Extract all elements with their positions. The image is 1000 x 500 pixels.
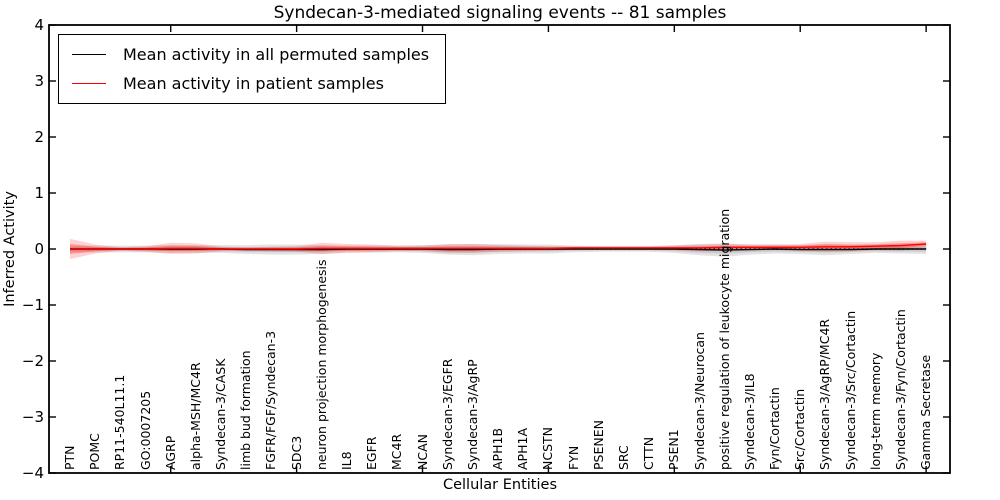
x-category-label: SDC3 [288,435,304,470]
x-category-label: GO:0007205 [137,390,153,470]
x-category-label: Syndecan-3/Neurocan [691,332,707,470]
x-category-label: Syndecan-3/Src/Cortactin [842,310,858,470]
x-category-label: long-term memory [867,352,883,470]
chart-title: Syndecan-3-mediated signaling events -- … [273,3,727,23]
legend-label-permuted: Mean activity in all permuted samples [123,45,430,64]
legend-line-swatch-black [72,54,106,55]
x-category-label: limb bud formation [238,350,254,470]
x-category-label: Syndecan-3/Fyn/Cortactin [892,309,908,470]
x-category-label: IL8 [338,451,354,470]
y-tick-label: −4 [21,464,44,482]
x-category-label: APH1B [490,427,506,470]
y-tick-label: 2 [34,128,44,146]
x-category-label: Syndecan-3/CASK [213,358,229,470]
legend-line-swatch-red [72,83,106,84]
x-category-label: alpha-MSH/MC4R [187,362,203,470]
x-axis-label: Cellular Entities [442,477,558,493]
x-category-label: EGFR [364,436,380,470]
x-category-label: NCSTN [540,427,556,470]
y-tick-label: 3 [34,72,44,90]
x-category-label: AGRP [162,435,178,470]
y-tick-label: 4 [34,16,44,34]
y-tick-label: −2 [21,352,44,370]
permuted-std-band-outer [70,243,927,257]
legend: Mean activity in all permuted samples Me… [58,34,447,104]
x-category-label: positive regulation of leukocyte migrati… [716,208,732,470]
legend-entry-permuted: Mean activity in all permuted samples [72,40,429,69]
x-category-label: RP11-540L11.1 [112,374,128,470]
x-category-label: neuron projection morphogenesis [313,259,329,470]
x-category-label: PSEN1 [666,429,682,470]
x-category-label: NCAN [414,434,430,470]
x-category-label: Fyn/Cortactin [767,387,783,470]
x-category-label: Syndecan-3/AgRP/MC4R [817,318,833,470]
y-tick-label: 1 [34,184,44,202]
y-tick-label: −1 [21,296,44,314]
x-category-label: FGFR/FGF/Syndecan-3 [263,330,279,470]
x-category-label: PTN [62,445,77,470]
x-category-label: Src/Cortactin [792,388,808,470]
x-category-label: SRC [615,445,631,470]
x-category-label: FYN [565,445,581,470]
x-category-label: POMC [87,433,103,470]
x-category-label: Gamma Secretase [918,354,934,470]
patient-mean-line [70,243,927,250]
x-category-label: MC4R [389,433,405,470]
x-category-label: PSENEN [590,420,606,470]
legend-entry-patient: Mean activity in patient samples [72,69,429,98]
x-category-label: Syndecan-3/EGFR [439,358,455,470]
x-category-label: APH1A [515,428,531,470]
x-category-label: Syndecan-3/AgRP [464,359,480,470]
x-category-label: Syndecan-3/IL8 [741,373,757,470]
y-tick-label: 0 [34,240,44,258]
x-category-label: CTTN [641,436,657,470]
legend-label-patient: Mean activity in patient samples [123,74,384,93]
y-tick-label: −3 [21,408,44,426]
